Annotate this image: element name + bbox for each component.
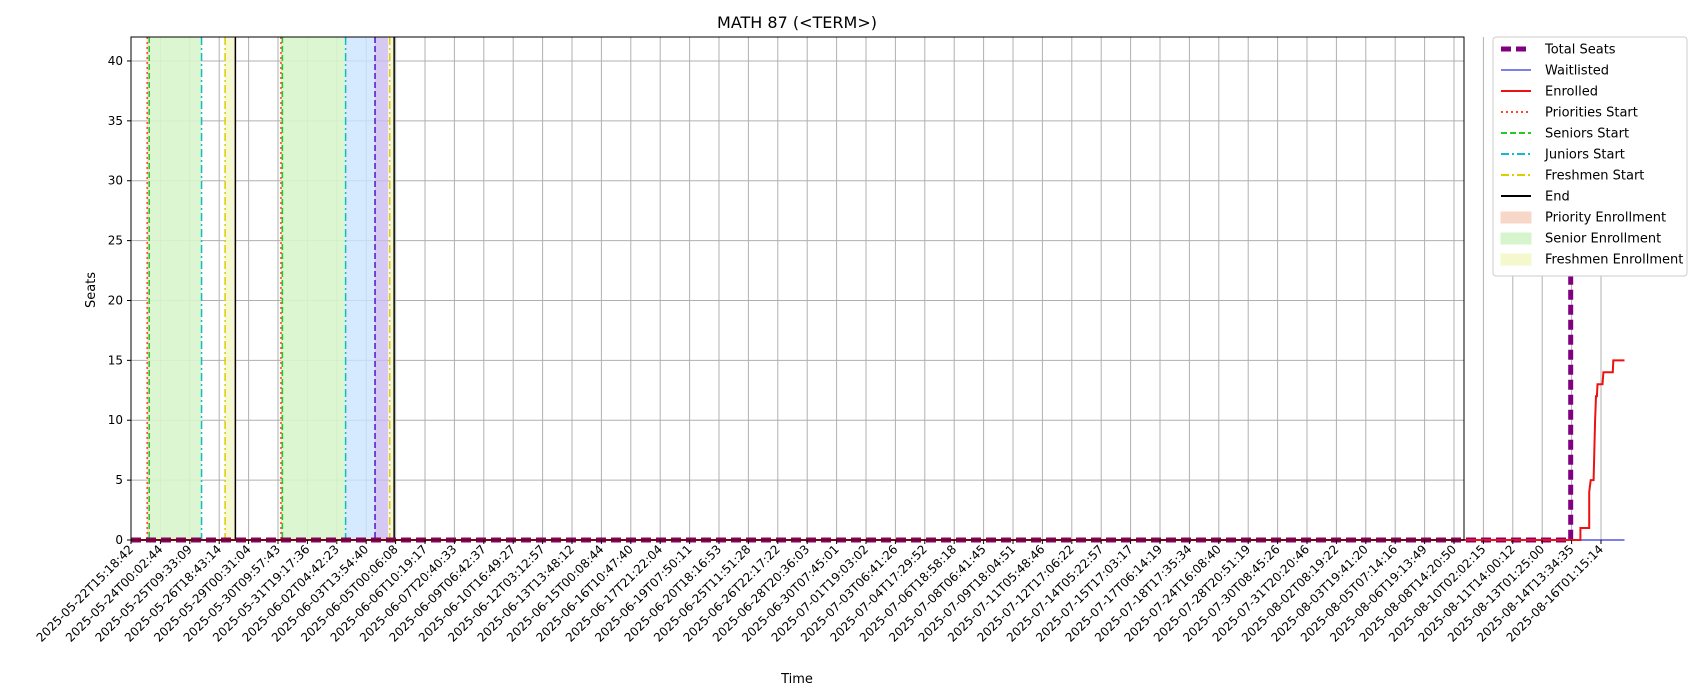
legend-swatch-patch [1500,211,1532,224]
freshmen-enrollment-band [225,37,236,540]
y-tick-label: 20 [108,293,123,307]
legend-swatch-patch [1500,253,1532,266]
legend-label: Seniors Start [1545,127,1629,142]
chart-title: MATH 87 (<TERM>) [717,13,877,32]
legend-box [1492,36,1688,277]
period-markers-layer [146,37,395,540]
legend-label: Priority Enrollment [1545,211,1666,226]
y-tick-label: 25 [108,234,123,248]
series-enrolled-line [131,359,1625,541]
y-tick-label: 10 [108,413,123,427]
y-axis-label: Seats [84,272,99,308]
legend-label: Freshmen Enrollment [1545,253,1683,268]
y-tick-label: 35 [108,114,123,128]
legend-label: Priorities Start [1545,106,1638,121]
enrollment-bands-layer [147,37,395,540]
senior-enrollment-band [149,37,202,540]
legend-label: Waitlisted [1545,64,1609,79]
legend-label: Juniors Start [1544,148,1625,163]
legend-label: Freshmen Start [1545,169,1644,184]
waitlist-band [375,37,389,540]
y-tick-label: 30 [108,174,123,188]
chart-legend: Total Seats Waitlisted Enrolled Priorities … [1492,36,1688,277]
senior-enrollment-band [282,37,346,540]
x-axis-ticks: 2025-05-22T15:18:422025-05-24T00:02:4420… [34,540,1606,645]
priority-enrollment-band [147,37,150,540]
legend-swatch-patch [1500,232,1532,245]
y-tick-label: 15 [108,353,123,367]
legend-label: Total Seats [1544,43,1616,58]
legend-label: End [1545,190,1570,205]
y-tick-label: 5 [115,473,123,487]
x-axis-label: Time [780,672,813,687]
y-tick-label: 40 [108,54,123,68]
juniors-enrollment-band [345,37,376,540]
y-tick-label: 0 [115,533,123,547]
plot-frame-layer [130,36,1465,541]
y-axis-ticks: 0 5 10 15 20 25 30 35 40 [108,54,131,547]
legend-label: Senior Enrollment [1545,232,1661,247]
freshmen-enrollment-band [389,37,395,540]
plot-frame [130,36,1465,541]
legend-label: Enrolled [1545,85,1598,100]
